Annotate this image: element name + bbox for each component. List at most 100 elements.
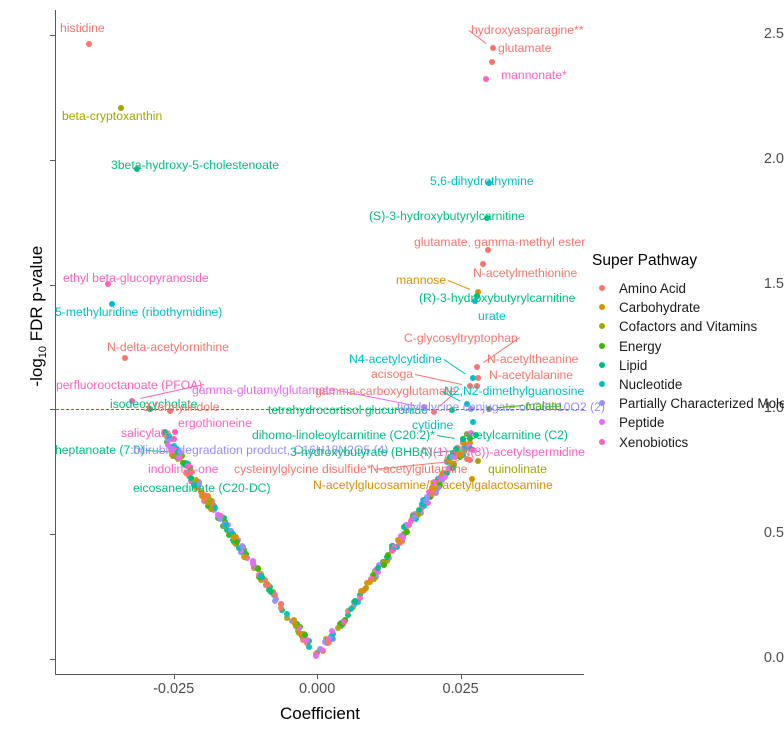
scatter-point-labeled xyxy=(490,45,497,52)
point-label: N-acetyltheanine xyxy=(487,352,579,366)
scatter-point xyxy=(244,555,251,562)
scatter-point-labeled xyxy=(474,383,481,390)
point-label: hydroxyasparagine** xyxy=(471,23,584,37)
point-label: urate xyxy=(478,309,506,323)
scatter-point-labeled xyxy=(108,300,115,307)
legend-item[interactable]: Partially Characterized Molecules xyxy=(592,394,784,413)
scatter-point xyxy=(258,573,265,580)
scatter-point xyxy=(206,496,213,503)
scatter-point xyxy=(429,485,436,492)
scatter-point-labeled xyxy=(485,180,492,187)
scatter-point xyxy=(305,643,312,650)
y-tick-label: 1.5 xyxy=(763,275,784,292)
scatter-point xyxy=(389,548,396,554)
scatter-point xyxy=(272,598,279,605)
legend-item[interactable]: Cofactors and Vitamins xyxy=(592,317,784,336)
legend-item-label: Partially Characterized Molecules xyxy=(619,396,784,412)
legend: Super Pathway Amino Acid Carbohydrate Cofa… xyxy=(592,252,784,452)
scatter-point xyxy=(162,429,169,436)
x-tick-mark xyxy=(460,674,462,679)
point-label: N4-acetylcytidine xyxy=(349,352,442,366)
legend-item[interactable]: Carbohydrate xyxy=(592,298,784,317)
scatter-point xyxy=(292,622,299,629)
scatter-point-labeled xyxy=(167,407,174,414)
scatter-point xyxy=(223,521,230,528)
point-label: C-glycosyltryptophan xyxy=(404,331,518,345)
scatter-point xyxy=(375,564,382,571)
scatter-point xyxy=(225,532,232,539)
scatter-point-labeled xyxy=(420,403,427,410)
point-label: indolin-2-one xyxy=(148,462,219,476)
y-tick-mark xyxy=(50,34,55,36)
legend-item[interactable]: Peptide xyxy=(592,413,784,432)
scatter-point xyxy=(401,523,408,530)
scatter-point xyxy=(329,631,336,637)
scatter-point-labeled xyxy=(469,375,476,382)
legend-item[interactable]: Nucleotide xyxy=(592,375,784,394)
scatter-point-labeled xyxy=(129,397,136,404)
scatter-point xyxy=(278,605,285,612)
scatter-point-labeled xyxy=(484,215,490,222)
legend-item[interactable]: Lipid xyxy=(592,356,784,375)
significance-threshold-line xyxy=(56,409,584,411)
scatter-point xyxy=(262,577,269,584)
y-axis-title-rest: FDR p-value xyxy=(26,245,46,346)
scatter-point xyxy=(397,539,404,546)
scatter-point xyxy=(438,477,445,484)
scatter-point-labeled xyxy=(134,166,141,173)
point-label: heptanoate (7:0) xyxy=(55,443,145,457)
scatter-point xyxy=(384,551,391,558)
point-label: 3-formylindole xyxy=(143,400,220,414)
scatter-point xyxy=(357,594,364,601)
point-label: acetylcarnitine (C2) xyxy=(463,428,568,442)
scatter-point xyxy=(384,557,391,564)
scatter-point xyxy=(228,527,235,534)
legend-color-swatch-icon xyxy=(592,433,611,452)
scatter-point xyxy=(450,464,457,471)
y-axis-line xyxy=(55,10,56,674)
scatter-point xyxy=(241,554,248,561)
point-label: ergothioneine xyxy=(178,416,252,430)
scatter-point xyxy=(432,489,439,496)
legend-item[interactable]: Energy xyxy=(592,337,784,356)
y-tick-mark xyxy=(50,534,55,536)
scatter-point-labeled xyxy=(475,375,482,382)
scatter-point-labeled xyxy=(170,436,177,443)
scatter-point xyxy=(337,620,344,627)
point-label: dihomo-linoleoylcarnitine (C20:2)* xyxy=(252,428,435,442)
scatter-point-labeled xyxy=(185,463,191,470)
point-label: beta-cryptoxanthin xyxy=(62,109,163,123)
legend-items: Amino Acid Carbohydrate Cofactors and Vita… xyxy=(592,279,784,452)
scatter-point xyxy=(418,500,425,507)
legend-color-swatch-icon xyxy=(592,375,611,394)
scatter-point xyxy=(431,479,438,486)
scatter-point-labeled xyxy=(464,401,471,408)
scatter-point xyxy=(229,531,235,538)
scatter-point xyxy=(447,460,454,467)
scatter-point xyxy=(465,442,472,449)
scatter-point xyxy=(325,639,332,646)
point-label: N2,N2-dimethylguanosine xyxy=(444,384,585,398)
scatter-point-labeled xyxy=(485,405,492,412)
scatter-point xyxy=(422,497,429,504)
point-label: gamma-carboxyglutamate xyxy=(315,384,456,398)
scatter-point xyxy=(457,452,464,459)
x-tick-label: -0.025 xyxy=(153,681,195,697)
scatter-point xyxy=(304,636,311,643)
scatter-point-labeled xyxy=(470,446,477,453)
legend-item[interactable]: Xenobiotics xyxy=(592,433,784,452)
scatter-point xyxy=(250,558,257,565)
legend-item-label: Carbohydrate xyxy=(619,300,701,316)
scatter-point xyxy=(201,497,208,504)
scatter-point xyxy=(216,515,223,522)
scatter-point xyxy=(258,577,265,584)
y-axis-title-sub: 10 xyxy=(37,345,50,359)
point-label: N-acetylglucosamine/N-acetylgalactosamin… xyxy=(313,478,553,492)
scatter-point xyxy=(171,443,178,450)
scatter-point xyxy=(460,439,467,446)
scatter-point-labeled xyxy=(466,382,473,389)
y-tick-label: 1.0 xyxy=(763,400,784,417)
scatter-point xyxy=(326,635,333,642)
legend-item[interactable]: Amino Acid xyxy=(592,279,784,298)
